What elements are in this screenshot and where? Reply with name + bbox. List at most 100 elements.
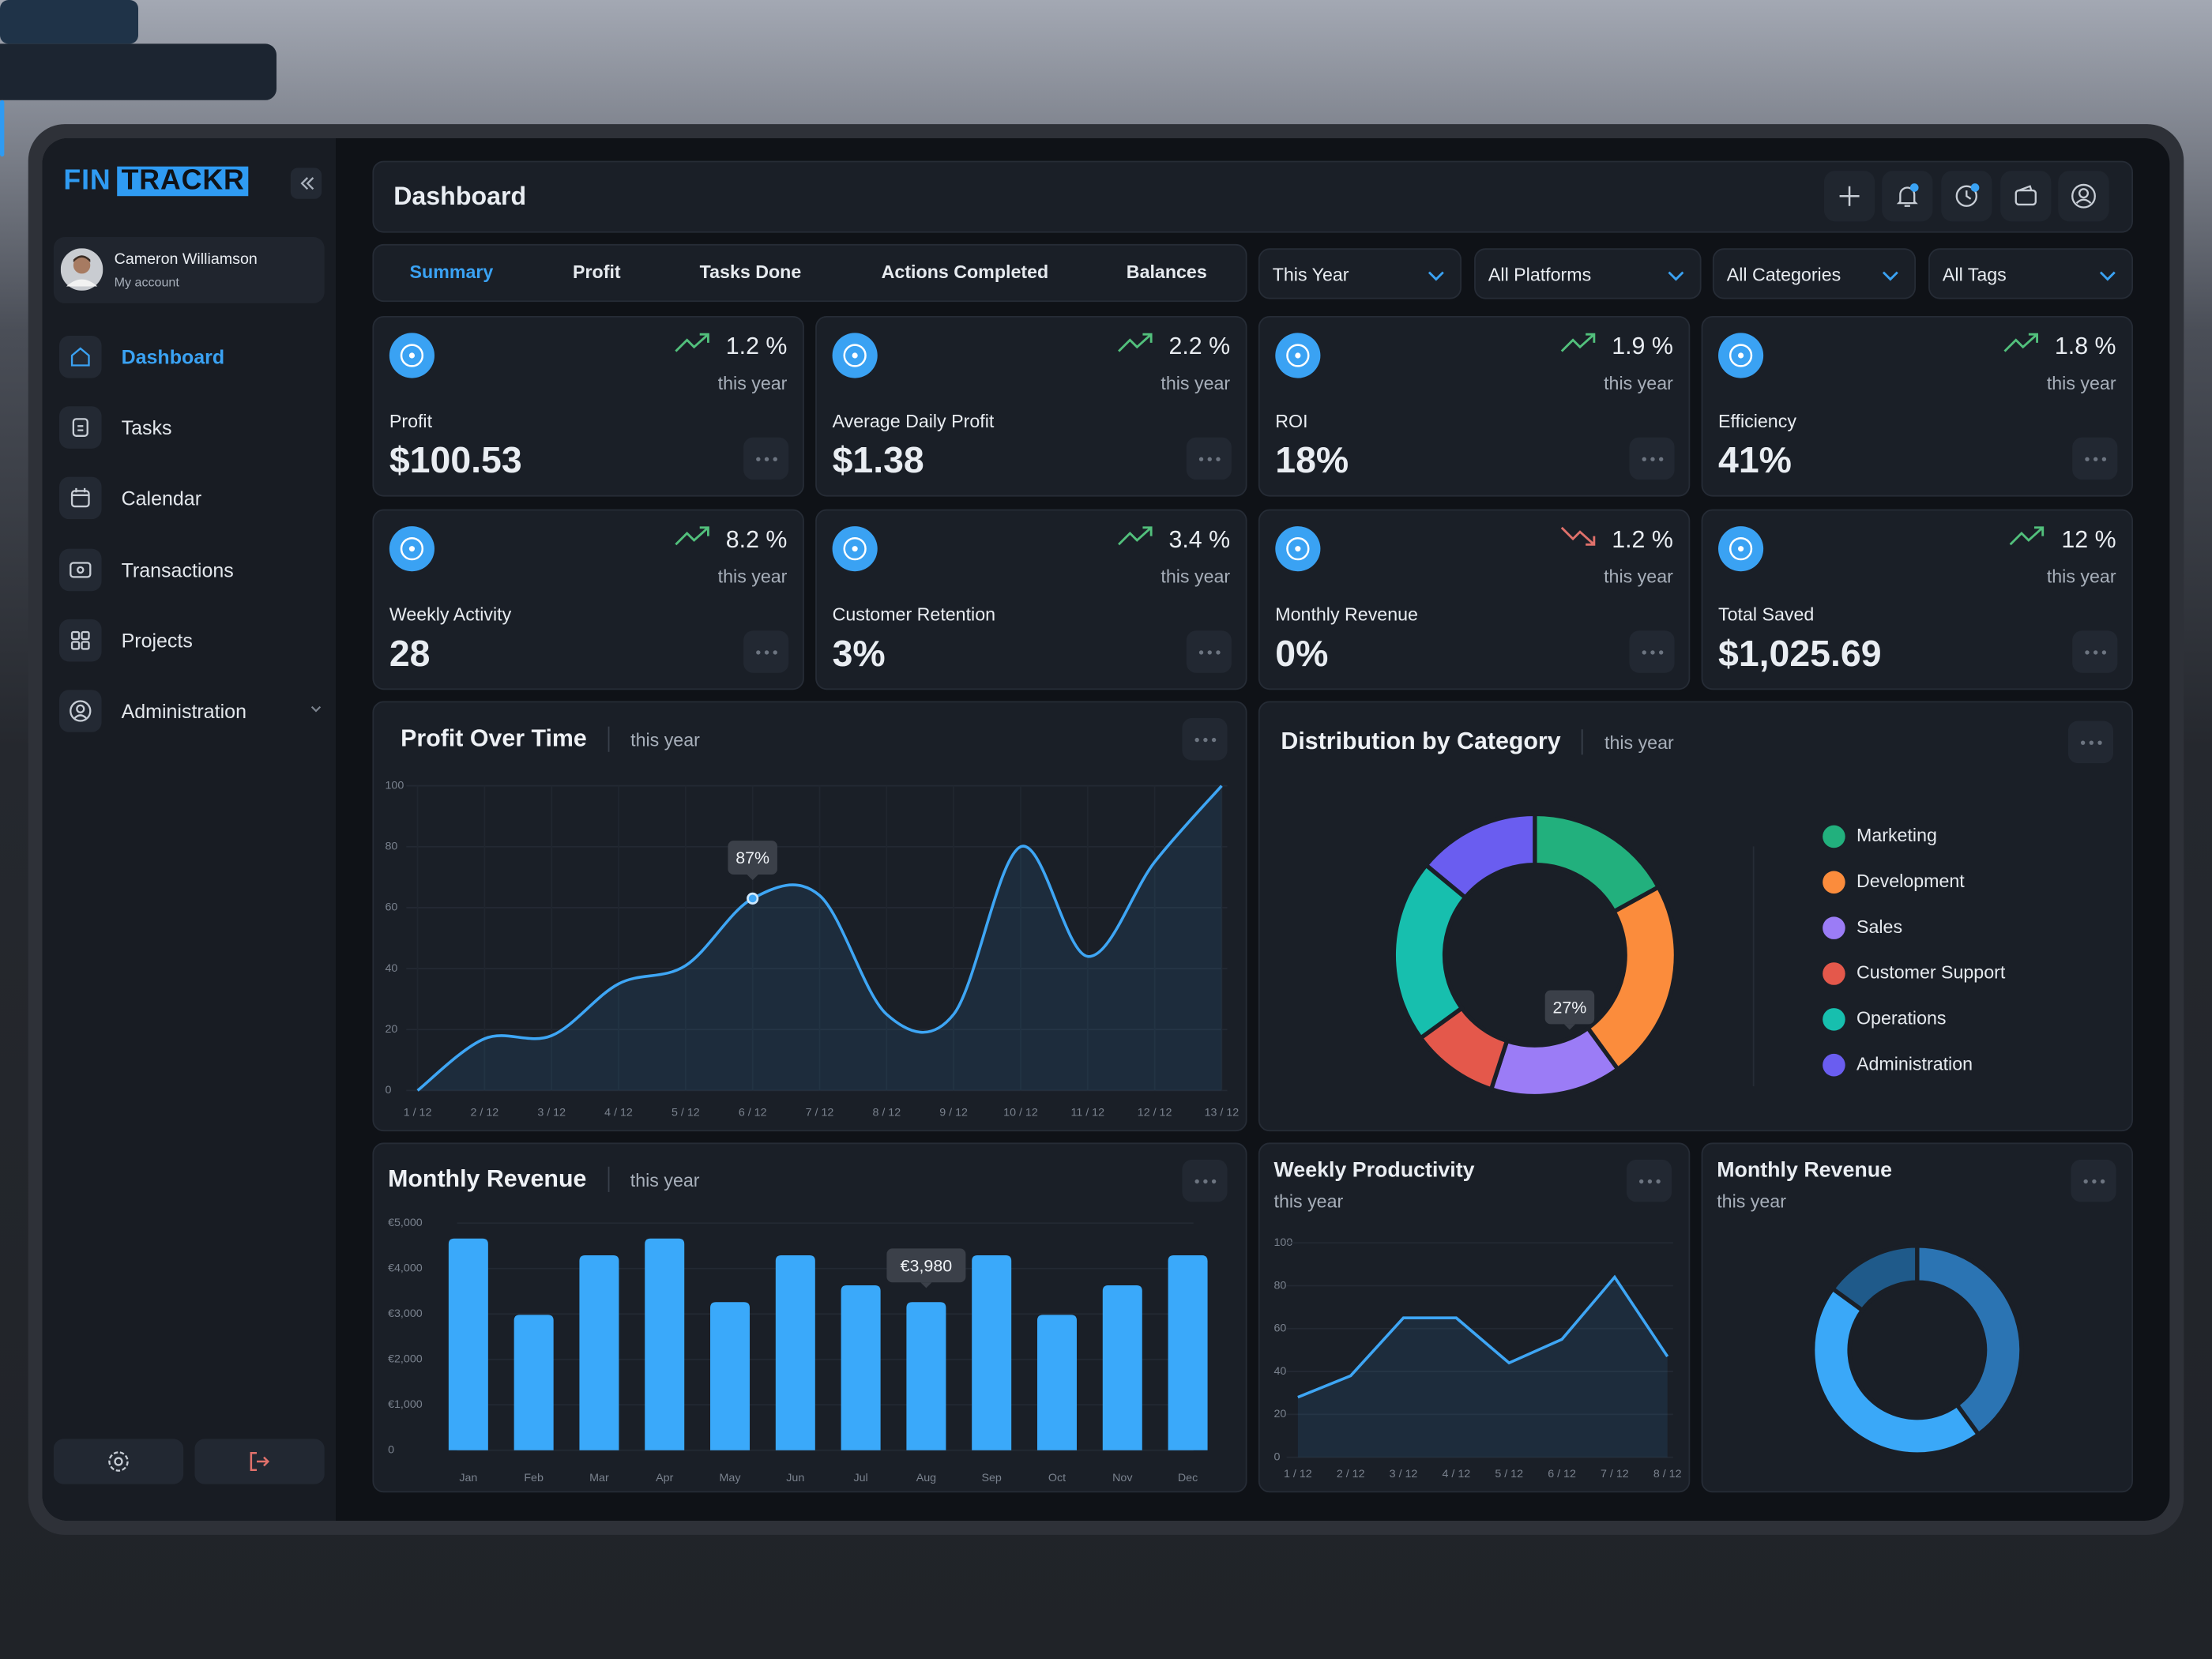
filter-dropdown[interactable]: All Categories bbox=[1712, 248, 1916, 299]
filter-label: This Year bbox=[1272, 263, 1349, 285]
x-tick-label: Dec bbox=[1178, 1472, 1198, 1484]
chart-subtitle: this year bbox=[1604, 731, 1674, 753]
bar bbox=[514, 1315, 554, 1450]
logout-button[interactable] bbox=[194, 1439, 325, 1484]
more-button[interactable] bbox=[1186, 630, 1232, 673]
more-button[interactable] bbox=[2072, 630, 2118, 673]
pie-segment bbox=[1391, 862, 1469, 1041]
y-tick-label: €2,000 bbox=[388, 1352, 423, 1365]
trend-arrow bbox=[1559, 526, 1595, 546]
more-button[interactable] bbox=[2071, 1159, 2116, 1202]
tab[interactable]: Balances bbox=[1126, 261, 1207, 283]
nav-item[interactable]: Administration bbox=[59, 688, 325, 733]
y-tick-label: 80 bbox=[386, 841, 398, 853]
collapse-button[interactable] bbox=[290, 167, 322, 199]
bar bbox=[1168, 1255, 1208, 1450]
tab[interactable]: Actions Completed bbox=[881, 261, 1049, 283]
legend-label: Customer Support bbox=[1856, 962, 2006, 983]
x-tick-label: 5 / 12 bbox=[672, 1107, 700, 1119]
x-tick-label: Mar bbox=[589, 1472, 609, 1484]
highlight-point bbox=[747, 892, 759, 905]
trend-icon bbox=[2001, 330, 2041, 363]
brand-part1: FIN bbox=[63, 164, 111, 197]
chart-header: Monthly Revenue this year bbox=[388, 1165, 700, 1194]
x-tick-label: 5 / 12 bbox=[1495, 1468, 1523, 1480]
tooltip-box bbox=[1544, 990, 1595, 1025]
kpi-trend: 2.2 % bbox=[1115, 330, 1230, 363]
more-button[interactable] bbox=[1182, 717, 1228, 761]
bar bbox=[645, 1238, 685, 1450]
more-button[interactable] bbox=[1629, 630, 1675, 673]
x-tick-label: 6 / 12 bbox=[739, 1107, 767, 1119]
filter-dropdown[interactable]: All Tags bbox=[1928, 248, 2133, 299]
bar bbox=[448, 1238, 488, 1450]
y-tick-label: 40 bbox=[1274, 1365, 1287, 1378]
filter-dropdown[interactable]: This Year bbox=[1258, 248, 1462, 299]
y-tick-label: 60 bbox=[1274, 1322, 1287, 1335]
more-button[interactable] bbox=[743, 437, 789, 480]
tab[interactable]: Tasks Done bbox=[699, 261, 802, 283]
kpi-value: 3% bbox=[832, 632, 886, 675]
chart-title: Monthly Revenue bbox=[388, 1165, 587, 1192]
kpi-value: 28 bbox=[389, 632, 431, 675]
legend-label: Operations bbox=[1856, 1007, 1947, 1028]
wallet-icon bbox=[2014, 185, 2037, 206]
pie-segment bbox=[1830, 1243, 1920, 1314]
more-button[interactable] bbox=[2072, 437, 2118, 480]
add-button[interactable] bbox=[1823, 171, 1875, 222]
kpi-icon bbox=[1274, 332, 1322, 387]
filter-chevron bbox=[2097, 267, 2117, 292]
wallet-button[interactable] bbox=[2000, 171, 2052, 222]
pie-segment bbox=[1585, 884, 1679, 1073]
kpi-label: Average Daily Profit bbox=[832, 410, 995, 432]
chevron bbox=[1428, 271, 1444, 281]
more-button[interactable] bbox=[1629, 437, 1675, 480]
nav-item[interactable]: Transactions bbox=[59, 547, 325, 592]
kpi-icon-glyph bbox=[1275, 333, 1321, 378]
nav-item[interactable]: Projects bbox=[59, 618, 325, 663]
nav-glyph bbox=[70, 700, 92, 722]
kpi-label: Total Saved bbox=[1718, 604, 1815, 626]
kpi-card: 1.9 % this year ROI 18% bbox=[1258, 316, 1691, 497]
more-button[interactable] bbox=[2067, 720, 2113, 764]
pie-segment bbox=[1423, 811, 1537, 901]
kpi-icon-glyph bbox=[1275, 526, 1321, 572]
nav-chevron bbox=[307, 700, 324, 723]
y-tick-label: 20 bbox=[386, 1023, 398, 1036]
more-button[interactable] bbox=[1182, 1159, 1228, 1202]
nav-icon bbox=[59, 690, 102, 732]
kpi-trend: 1.2 % bbox=[1558, 524, 1673, 556]
y-tick-label: €1,000 bbox=[388, 1398, 423, 1411]
y-tick-label: 0 bbox=[388, 1443, 394, 1456]
notifications-button[interactable] bbox=[1882, 171, 1933, 222]
nav-item[interactable]: Calendar bbox=[59, 476, 325, 521]
filter-dropdown[interactable]: All Platforms bbox=[1474, 248, 1702, 299]
nav-icon bbox=[59, 477, 102, 520]
bell-icon bbox=[1896, 183, 1919, 207]
trend-arrow bbox=[2003, 333, 2038, 352]
y-tick-label: €3,000 bbox=[388, 1307, 423, 1320]
kpi-trend: 12 % bbox=[2008, 524, 2116, 556]
legend-swatch bbox=[1823, 1053, 1845, 1077]
more-button[interactable] bbox=[1186, 437, 1232, 480]
history-button[interactable] bbox=[1941, 171, 1992, 222]
kpi-label: Profit bbox=[389, 410, 433, 432]
kpi-icon bbox=[831, 332, 879, 387]
tab[interactable]: Profit bbox=[573, 261, 621, 283]
more-button[interactable] bbox=[743, 630, 789, 673]
settings-button[interactable] bbox=[53, 1439, 184, 1484]
chart-title: Weekly Productivity bbox=[1273, 1158, 1475, 1183]
trend-icon bbox=[1558, 524, 1597, 556]
x-tick-label: 12 / 12 bbox=[1138, 1107, 1172, 1119]
y-tick-label: 40 bbox=[386, 962, 398, 975]
nav-active-marker bbox=[0, 100, 5, 157]
nav-item[interactable]: Dashboard bbox=[59, 334, 325, 379]
nav-glyph bbox=[72, 418, 88, 438]
tab[interactable]: Summary bbox=[409, 261, 494, 283]
chart-subtitle: this year bbox=[1273, 1191, 1344, 1212]
trend-icon bbox=[1558, 330, 1597, 363]
more-button[interactable] bbox=[1626, 1159, 1672, 1202]
profile-button[interactable] bbox=[2058, 171, 2109, 222]
nav-item[interactable]: Tasks bbox=[59, 405, 325, 450]
chart-title: Distribution by Category bbox=[1281, 728, 1561, 755]
